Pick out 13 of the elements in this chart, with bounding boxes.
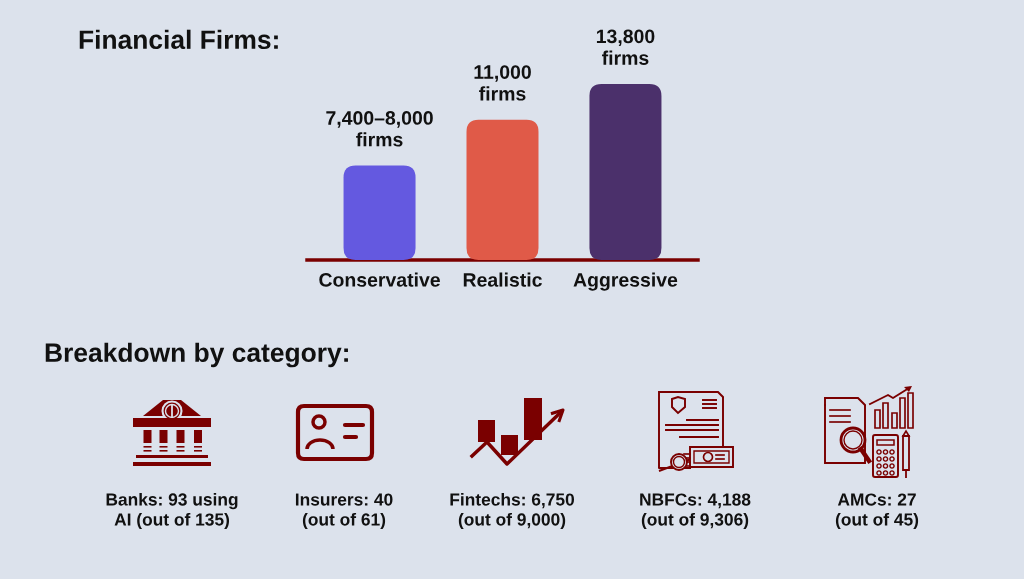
data-label: 13,800 firms <box>596 29 655 65</box>
text: Breakdown by category: <box>45 342 348 368</box>
chart-title: Financial Firms: <box>79 29 278 50</box>
x-tick-label: Realistic <box>463 272 542 287</box>
x-tick-label: Conservative <box>319 272 440 287</box>
data-label: 11,000 firms <box>474 65 531 101</box>
text: Fintechs: 6,750 (out of 9,000) <box>450 492 575 530</box>
text: NBFCs: 4,188 (out of 9,306) <box>640 493 751 530</box>
text: Banks: 93 using AI (out of 135) <box>106 492 238 530</box>
text: Insurers: 40 (out of 61) <box>295 493 393 530</box>
text: AMCs: 27 (out of 45) <box>835 493 919 530</box>
data-label: 7,400–8,000 firms <box>326 111 433 147</box>
x-tick-label: Aggressive <box>573 272 678 291</box>
